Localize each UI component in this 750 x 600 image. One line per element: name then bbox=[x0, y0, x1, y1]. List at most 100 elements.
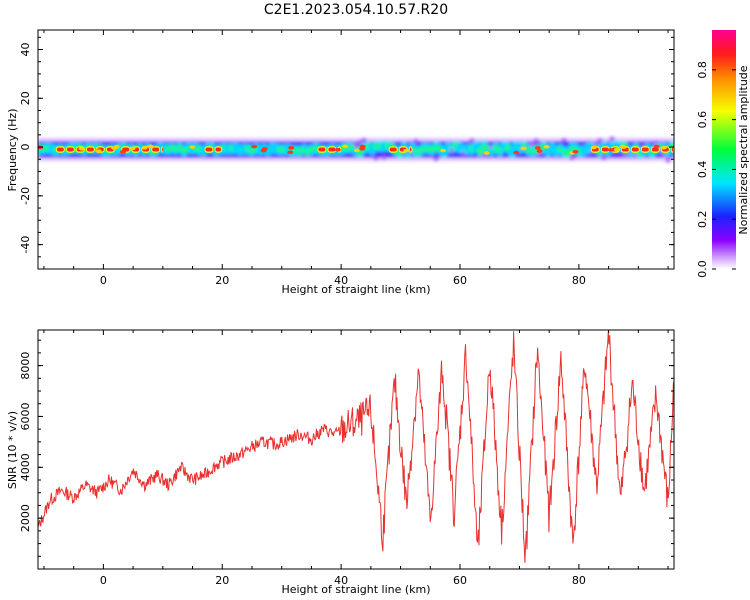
band-hot-spot bbox=[660, 145, 667, 150]
snr-xtick-label: 40 bbox=[334, 574, 348, 587]
band-hot-spot bbox=[147, 144, 154, 149]
band-violet-speck bbox=[533, 138, 539, 144]
snr-xlabel: Height of straight line (km) bbox=[281, 583, 430, 596]
band-hot-spot bbox=[572, 149, 579, 154]
colorbar-label: Normalized spectral amplitude bbox=[737, 65, 750, 234]
snr-axes-frame bbox=[37, 329, 675, 570]
band-hot-spot bbox=[119, 150, 126, 154]
band-red-peak bbox=[409, 147, 412, 152]
colorbar-ticks: 0.0 0.2 0.4 0.6 0.8 bbox=[696, 61, 736, 278]
figure-title: C2E1.2023.054.10.57.R20 bbox=[264, 2, 448, 18]
spectrogram-ytick-label: -40 bbox=[19, 236, 32, 254]
spectrogram-panel: 0 20 40 60 80 -40 -20 0 20 40 Height of straight … bbox=[6, 29, 675, 296]
band-violet-speck bbox=[601, 155, 607, 161]
band-red-peak bbox=[631, 147, 639, 152]
band-red-peak bbox=[152, 147, 160, 152]
band-red-peak bbox=[66, 147, 74, 152]
band-hot-spot bbox=[251, 144, 258, 149]
snr-xtick-label: 80 bbox=[572, 574, 586, 587]
spectrogram-xtick-label: 20 bbox=[215, 274, 229, 287]
band-violet-speck bbox=[609, 136, 615, 142]
spectral-band bbox=[38, 136, 674, 163]
band-red-peak bbox=[56, 147, 64, 152]
band-red-peak bbox=[215, 147, 222, 152]
colorbar: 0.0 0.2 0.4 0.6 0.8 Normalized spectral ampl… bbox=[696, 30, 750, 278]
band-hot-spot bbox=[534, 146, 541, 150]
band-violet-speck bbox=[593, 141, 599, 147]
snr-ytick-label: 6000 bbox=[19, 402, 32, 430]
band-hot-spot bbox=[113, 144, 120, 149]
band-violet-speck bbox=[413, 138, 419, 144]
spectrogram-ylabel: Frequency (Hz) bbox=[6, 109, 19, 192]
band-hot-spot bbox=[608, 148, 615, 152]
colorbar-gradient bbox=[712, 30, 736, 269]
band-hot-spot bbox=[288, 146, 295, 150]
band-violet-speck bbox=[353, 142, 359, 148]
band-hot-spot bbox=[261, 146, 268, 151]
spectrogram-xlabel: Height of straight line (km) bbox=[281, 283, 430, 296]
colorbar-tick-label: 0.6 bbox=[696, 111, 709, 129]
band-violet-speck bbox=[469, 138, 475, 144]
band-hot-spot bbox=[440, 148, 447, 153]
spectrogram-ticks: 0 20 40 60 80 -40 -20 0 20 40 bbox=[19, 30, 674, 287]
band-red-peak bbox=[651, 147, 659, 152]
band-hot-spot bbox=[536, 149, 543, 153]
band-hot-spot bbox=[95, 149, 102, 154]
band-red-peak bbox=[601, 147, 609, 152]
snr-xtick-label: 60 bbox=[453, 574, 467, 587]
band-hot-spot bbox=[287, 150, 294, 155]
band-violet-speck bbox=[569, 155, 575, 161]
spectrogram-xtick-label: 60 bbox=[453, 274, 467, 287]
snr-ylabel: SNR (10 * v/v) bbox=[6, 411, 19, 489]
band-hot-spot bbox=[78, 147, 85, 151]
band-red-peak bbox=[205, 147, 213, 152]
band-violet-speck bbox=[361, 137, 367, 143]
spectrogram-xtick-label: 40 bbox=[334, 274, 348, 287]
band-hot-spot bbox=[403, 148, 410, 153]
band-violet-speck bbox=[665, 157, 671, 163]
colorbar-tick-label: 0.2 bbox=[696, 210, 709, 228]
band-violet-speck bbox=[357, 139, 363, 145]
spectrogram-xtick-label: 80 bbox=[572, 274, 586, 287]
snr-xtick-label: 20 bbox=[215, 574, 229, 587]
spectrogram-axes-frame bbox=[37, 29, 675, 270]
band-hot-spot bbox=[141, 146, 148, 150]
snr-ytick-label: 4000 bbox=[19, 453, 32, 481]
band-hot-spot bbox=[129, 146, 136, 151]
band-hot-spot bbox=[483, 151, 490, 155]
snr-series-line bbox=[38, 331, 674, 563]
colorbar-tick-label: 0.4 bbox=[696, 161, 709, 179]
colorbar-tick-label: 0.0 bbox=[696, 260, 709, 278]
band-hot-spot bbox=[590, 145, 597, 150]
snr-xtick-label: 0 bbox=[100, 574, 107, 587]
band-red-peak bbox=[641, 147, 649, 152]
band-red-peak bbox=[389, 147, 397, 152]
band-violet-speck bbox=[529, 141, 535, 147]
snr-ytick-label: 2000 bbox=[19, 504, 32, 532]
band-hot-spot bbox=[620, 145, 627, 149]
band-hot-spot bbox=[520, 146, 527, 151]
band-red-peak bbox=[318, 147, 326, 152]
spectrogram-xtick-label: 0 bbox=[100, 274, 107, 287]
band-hot-spot bbox=[359, 147, 366, 151]
spectrogram-ytick-label: 40 bbox=[19, 43, 32, 57]
snr-ytick-label: 8000 bbox=[19, 352, 32, 380]
band-hot-spot bbox=[342, 144, 349, 149]
band-violet-speck bbox=[597, 138, 603, 144]
band-red-peak bbox=[671, 147, 673, 152]
band-hot-spot bbox=[613, 147, 620, 152]
band-red-peak bbox=[328, 147, 336, 152]
band-violet-speck bbox=[561, 137, 567, 143]
band-violet-speck bbox=[433, 156, 439, 162]
band-red-peak bbox=[86, 147, 94, 152]
band-hot-spot bbox=[653, 144, 660, 149]
band-red-peak bbox=[162, 147, 164, 152]
band-hot-spot bbox=[353, 148, 360, 153]
snr-ticks: 0 20 40 60 80 2000 4000 6000 8000 bbox=[19, 330, 674, 587]
band-hot-spot bbox=[513, 150, 520, 155]
band-violet-speck bbox=[381, 154, 387, 160]
band-violet-speck bbox=[653, 140, 659, 146]
band-hot-spot bbox=[334, 147, 341, 152]
band-hot-spot bbox=[189, 145, 196, 149]
